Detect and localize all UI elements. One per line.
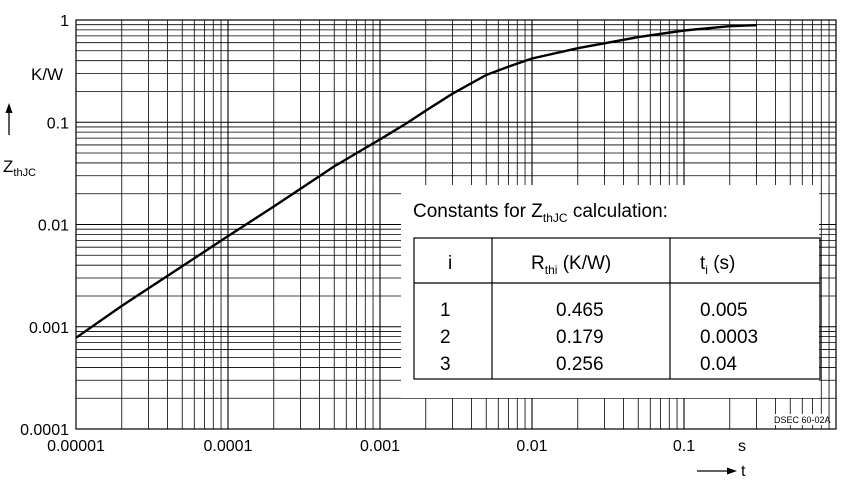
constants-table: Constants for ZthJC calculation: i Rthi … [401, 185, 821, 398]
x-tick-label: 0.1 [673, 438, 695, 455]
y-tick-label: 0.01 [38, 218, 69, 235]
table-cell: 0.0003 [700, 327, 758, 348]
header-ti: ti (s) [700, 253, 735, 277]
y-tick-label: 0.001 [29, 320, 69, 337]
y-axis-arrow [5, 103, 13, 135]
table-cell: 0.179 [556, 327, 604, 348]
y-tick-label: 0.1 [47, 115, 69, 132]
header-rthi: Rthi (K/W) [531, 253, 611, 277]
table-cell: 0.04 [700, 354, 737, 375]
x-axis-symbol: t [741, 463, 746, 480]
plot-frame [75, 19, 837, 430]
x-axis-arrow [697, 467, 737, 475]
y-tick-label: 0.0001 [20, 422, 69, 439]
table-cell: 2 [440, 327, 451, 348]
table-border [413, 237, 821, 380]
y-unit-label: K/W [31, 65, 63, 84]
table-cell: 0.256 [556, 354, 604, 375]
x-tick-label: 0.00001 [47, 438, 105, 455]
y-axis-symbol: ZthJC [3, 157, 36, 179]
x-tick-label: 0.0001 [204, 438, 253, 455]
doc-code-background [772, 414, 826, 425]
x-tick-label: 0.001 [360, 438, 400, 455]
table-title: Constants for ZthJC calculation: [413, 201, 668, 225]
table-cell: 1 [440, 300, 451, 321]
x-tick-label: 0.01 [516, 438, 547, 455]
table-cell: 3 [440, 354, 451, 375]
y-tick-label: 1 [60, 13, 69, 30]
table-cell: 0.465 [556, 300, 604, 321]
header-i: i [448, 253, 452, 274]
x-unit-label: s [738, 438, 746, 455]
table-background [401, 185, 819, 398]
table-cell: 0.005 [700, 300, 748, 321]
doc-code: DSEC 60-02A [774, 415, 831, 425]
zthjc-curve [75, 24, 757, 339]
tick-labels: 0.00001 0.0001 0.001 0.01 0.110.10.010.0010.… [20, 13, 695, 455]
